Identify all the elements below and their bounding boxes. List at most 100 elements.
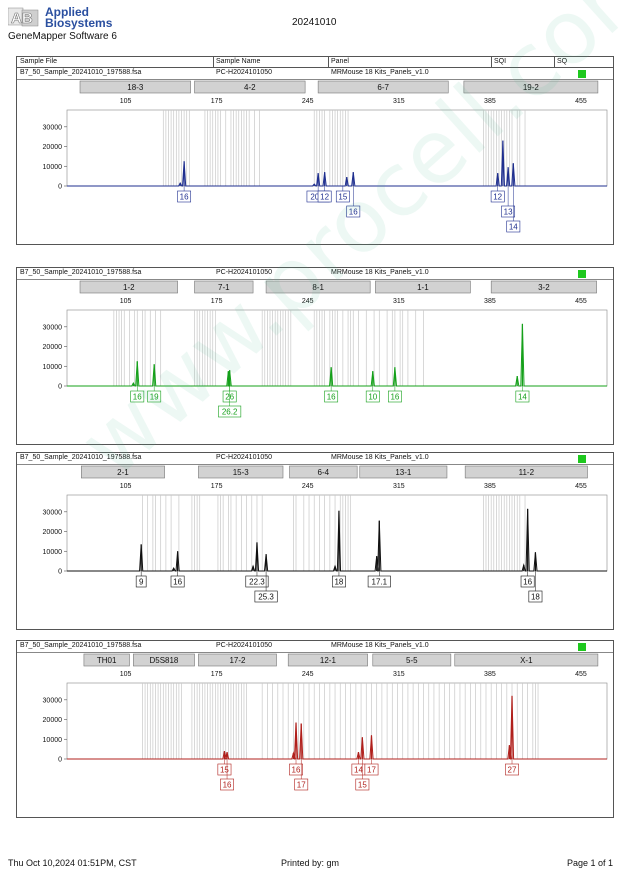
electropherogram-svg: 18-3 4-2 6-7 19-2 105 175 245 315 385 455 0 10000 20… xyxy=(43,80,608,233)
marker-bar-6-7[interactable] xyxy=(317,80,449,94)
allele-label-box[interactable] xyxy=(170,575,185,588)
allele-label: 13 xyxy=(504,208,513,217)
sample-file-value: B7_50_Sample_20241010_197588.fsa xyxy=(20,642,142,649)
marker-bar-1-1[interactable] xyxy=(375,280,471,294)
y-tick-label: 10000 xyxy=(43,549,63,556)
marker-bar-11-2[interactable] xyxy=(464,465,588,479)
allele-label: 22.3 xyxy=(249,578,265,587)
electropherogram-svg: TH01 D5S818 17-2 12-1 5-5 X-1 105 175 245 315 385 4… xyxy=(43,653,608,791)
allele-label-box[interactable] xyxy=(177,190,192,203)
allele-label-box[interactable] xyxy=(505,763,519,776)
allele-label: 25.3 xyxy=(258,593,274,602)
y-tick-label: 30000 xyxy=(43,124,63,131)
allele-label: 14 xyxy=(518,393,527,402)
allele-label-box[interactable] xyxy=(218,405,242,418)
allele-label-box[interactable] xyxy=(324,390,339,403)
sample-file-value: B7_50_Sample_20241010_197588.fsa xyxy=(20,454,142,461)
marker-bar-D5S818[interactable] xyxy=(133,653,195,667)
marker-bar-X-1[interactable] xyxy=(454,653,599,667)
marker-bar-TH01[interactable] xyxy=(83,653,130,667)
brand-name-line2: Biosystems xyxy=(45,16,113,30)
marker-bar-17-2[interactable] xyxy=(198,653,277,667)
allele-label-box[interactable] xyxy=(289,763,303,776)
allele-label: 26 xyxy=(225,393,234,402)
marker-label: 4-2 xyxy=(244,83,256,92)
marker-bar-5-5[interactable] xyxy=(372,653,452,667)
marker-label: 15-3 xyxy=(233,468,250,477)
marker-label: 18-3 xyxy=(127,83,144,92)
marker-bar-4-2[interactable] xyxy=(194,80,306,94)
marker-bar-12-1[interactable] xyxy=(287,653,368,667)
footer-printed-by: Printed by: gm xyxy=(281,858,340,868)
allele-label-box[interactable] xyxy=(254,590,278,603)
x-tick-label: 315 xyxy=(393,98,405,105)
x-tick-label: 245 xyxy=(302,483,314,490)
marker-bar-6-4[interactable] xyxy=(289,465,358,479)
allele-label: 16 xyxy=(133,393,142,402)
marker-bar-2-1[interactable] xyxy=(81,465,165,479)
x-tick-label: 315 xyxy=(393,671,405,678)
allele-label-box[interactable] xyxy=(501,205,516,218)
allele-label-box[interactable] xyxy=(490,190,505,203)
allele-label: 16 xyxy=(327,393,336,402)
marker-label: 12-1 xyxy=(320,656,337,665)
x-tick-label: 315 xyxy=(393,298,405,305)
allele-label-box[interactable] xyxy=(528,590,543,603)
y-tick-label: 0 xyxy=(58,384,62,391)
marker-bar-19-2[interactable] xyxy=(463,80,599,94)
electropherogram-svg: 2-1 15-3 6-4 13-1 11-2 105 175 245 315 385 455 0 100… xyxy=(43,465,608,603)
allele-label-box[interactable] xyxy=(317,190,332,203)
allele-label-box[interactable] xyxy=(520,575,535,588)
brand-name-line1: Applied xyxy=(45,5,89,19)
sample-name-value: PC-H2024101050 xyxy=(216,269,273,276)
allele-label-box[interactable] xyxy=(506,220,521,233)
allele-label-box[interactable] xyxy=(335,190,350,203)
software-title: GeneMapper Software 6 xyxy=(8,31,117,42)
allele-label: 12 xyxy=(493,193,502,202)
allele-label-box[interactable] xyxy=(135,575,147,588)
y-tick-label: 10000 xyxy=(43,737,63,744)
marker-bar-13-1[interactable] xyxy=(359,465,448,479)
allele-label: 27 xyxy=(508,766,517,775)
report-date: 20241010 xyxy=(292,17,337,28)
allele-label-box[interactable] xyxy=(364,763,379,776)
allele-label: 14 xyxy=(354,766,363,775)
allele-label-box[interactable] xyxy=(365,390,380,403)
allele-label: 26.2 xyxy=(222,408,238,417)
allele-label-box[interactable] xyxy=(294,778,309,791)
allele-label: 16 xyxy=(180,193,189,202)
y-tick-label: 20000 xyxy=(43,529,63,536)
x-tick-label: 245 xyxy=(302,671,314,678)
allele-label-box[interactable] xyxy=(245,575,269,588)
allele-label-box[interactable] xyxy=(130,390,145,403)
allele-label-box[interactable] xyxy=(147,390,162,403)
electropherogram-panel-2: B7_50_Sample_20241010_197588.fsa PC-H2024… xyxy=(16,267,614,445)
allele-label-box[interactable] xyxy=(388,390,402,403)
marker-bar-1-2[interactable] xyxy=(79,280,178,294)
allele-label: 17 xyxy=(297,781,306,790)
marker-label: 17-2 xyxy=(229,656,246,665)
x-tick-label: 105 xyxy=(120,298,132,305)
y-tick-label: 30000 xyxy=(43,509,63,516)
allele-label-box[interactable] xyxy=(332,575,346,588)
sample-name-value: PC-H2024101050 xyxy=(216,69,273,76)
allele-label-box[interactable] xyxy=(515,390,530,403)
allele-label-box[interactable] xyxy=(217,763,232,776)
marker-bar-8-1[interactable] xyxy=(265,280,371,294)
marker-bar-15-3[interactable] xyxy=(198,465,284,479)
allele-label-box[interactable] xyxy=(367,575,391,588)
allele-label-box[interactable] xyxy=(220,778,234,791)
allele-label: 16 xyxy=(292,766,301,775)
marker-bar-18-3[interactable] xyxy=(79,80,191,94)
marker-bar-7-1[interactable] xyxy=(194,280,254,294)
marker-label: 7-1 xyxy=(218,283,230,292)
allele-label: 18 xyxy=(531,593,540,602)
x-tick-label: 385 xyxy=(484,671,496,678)
allele-label: 17.1 xyxy=(372,578,388,587)
sample-info-row: B7_50_Sample_20241010_197588.fsa PC-H2024… xyxy=(17,268,613,280)
allele-label-box[interactable] xyxy=(346,205,361,218)
x-tick-label: 455 xyxy=(575,98,587,105)
marker-bar-3-2[interactable] xyxy=(490,280,597,294)
allele-label-box[interactable] xyxy=(355,778,370,791)
svg-text:AB: AB xyxy=(11,10,33,27)
